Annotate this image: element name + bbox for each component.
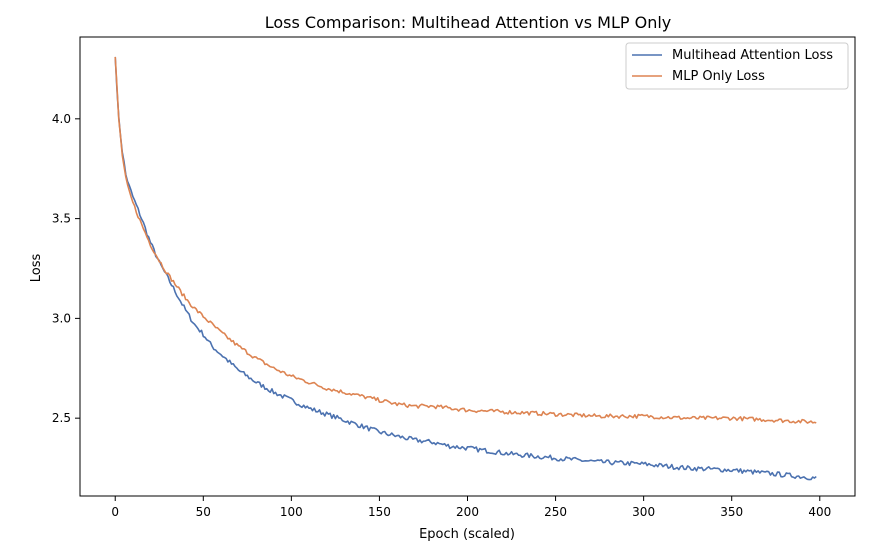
series-lines — [114, 56, 817, 481]
x-tick-label: 150 — [368, 505, 391, 519]
x-axis-label: Epoch (scaled) — [419, 527, 515, 542]
series-line-0 — [114, 56, 817, 481]
x-tick-label: 200 — [456, 505, 479, 519]
x-tick-label: 100 — [280, 505, 303, 519]
chart-title: Loss Comparison: Multihead Attention vs … — [265, 13, 672, 32]
x-tick-label: 400 — [808, 505, 831, 519]
x-tick-label: 350 — [720, 505, 743, 519]
y-tick-label: 4.0 — [52, 112, 71, 126]
legend: Multihead Attention Loss MLP Only Loss — [625, 42, 849, 90]
legend-box — [625, 42, 849, 90]
y-tick-label: 3.0 — [52, 311, 71, 325]
y-axis-label: Loss — [29, 254, 44, 283]
x-tick-label: 0 — [111, 505, 119, 519]
x-tick-label: 50 — [196, 505, 211, 519]
x-axis: 0 50 100 150 200 250 300 350 400 — [111, 496, 831, 519]
y-tick-label: 2.5 — [52, 411, 71, 425]
x-tick-label: 250 — [544, 505, 567, 519]
x-tick-label: 300 — [632, 505, 655, 519]
y-tick-label: 3.5 — [52, 212, 71, 226]
legend-label-0: Multihead Attention Loss — [672, 48, 833, 63]
legend-label-1: MLP Only Loss — [672, 69, 765, 84]
series-line-1 — [114, 56, 817, 424]
y-axis: 2.5 3.0 3.5 4.0 — [52, 112, 80, 425]
